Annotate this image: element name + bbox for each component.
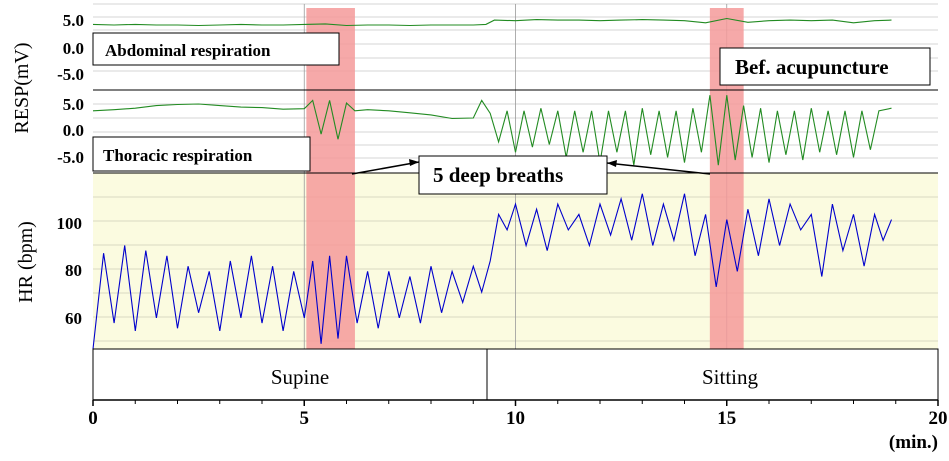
condition-label-box (719, 47, 931, 86)
x-tick-label: 15 (717, 408, 736, 429)
x-tick-label: 20 (929, 408, 948, 429)
grid-layer (93, 3, 938, 349)
x-axis-ticks: 0 5 10 15 20 (88, 400, 948, 429)
thoracic-series-line (92, 95, 892, 166)
abd-ytick-label: 0.0 (63, 39, 84, 58)
thor-ytick-label: 0.0 (63, 121, 84, 140)
hr-axis-title: HR (bpm) (15, 221, 37, 303)
hr-series-line (92, 193, 893, 350)
x-tick-label: 5 (300, 408, 310, 429)
abd-ytick-label: -5.0 (57, 65, 84, 84)
abdominal-label: Abdominal respiration (105, 41, 271, 60)
deep-breaths-arrow-left (351, 161, 420, 175)
thor-ytick-label: 5.0 (63, 95, 84, 114)
hr-ytick-label: 80 (65, 261, 82, 280)
hr-ytick-label: 60 (65, 309, 82, 328)
abd-ytick-label: 5.0 (63, 11, 84, 30)
abdominal-label-box (92, 32, 340, 66)
thoracic-label: Thoracic respiration (103, 146, 253, 165)
deep-breaths-label: 5 deep breaths (433, 163, 563, 187)
thor-ytick-label: -5.0 (57, 148, 84, 167)
condition-label: Bef. acupuncture (735, 55, 889, 79)
series-lines (92, 17, 893, 350)
deep-breaths-box (418, 155, 608, 195)
phase-bar (92, 348, 939, 401)
phase-label-supine: Supine (271, 365, 329, 389)
deep-breaths-arrow-right (606, 162, 711, 175)
thoracic-label-box (92, 136, 311, 172)
x-tick-label: 0 (88, 408, 98, 429)
phase-label-sitting: Sitting (702, 365, 759, 389)
hr-ytick-label: 100 (57, 214, 83, 233)
x-tick-label: 10 (506, 408, 525, 429)
deep-breaths-arrowhead-left (409, 159, 419, 166)
abdominal-series-line (92, 17, 892, 27)
resp-axis-title: RESP(mV) (11, 42, 33, 133)
x-axis-unit: (min.) (889, 432, 938, 453)
deep-breaths-arrowhead-right (607, 160, 617, 167)
